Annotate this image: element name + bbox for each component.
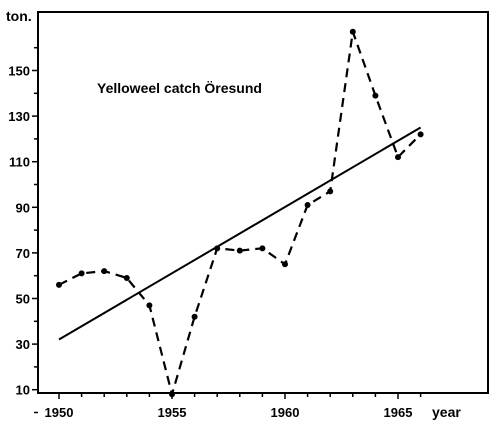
x-axis: 1950 1955 1960 1965	[45, 393, 422, 420]
y-tick-label: 50	[16, 292, 30, 307]
data-point	[282, 261, 288, 268]
y-tick-label: 110	[9, 155, 30, 170]
data-point	[78, 270, 85, 277]
y-tick-label: 130	[8, 109, 30, 124]
y-tick-label: 10	[16, 383, 30, 398]
x-tick-label: 1965	[384, 405, 413, 420]
data-point	[101, 268, 108, 275]
data-point	[146, 302, 153, 309]
data-point	[123, 274, 130, 281]
x-axis-label: year	[432, 404, 461, 420]
y-tick-label: 70	[16, 246, 30, 261]
data-point	[191, 313, 198, 320]
data-point	[56, 281, 62, 288]
data-point	[417, 131, 424, 138]
y-axis-label: ton.	[6, 8, 32, 24]
plot-frame	[37, 11, 489, 394]
y-axis: 10 30 50 70 90 110 130 150	[8, 46, 38, 414]
y-tick-label: 150	[8, 64, 30, 79]
data-point	[327, 188, 334, 195]
trend-line	[58, 126, 422, 341]
chart-title: Yelloweel catch Öresund	[97, 80, 262, 96]
catch-series-line	[58, 30, 422, 396]
series-layer	[56, 28, 424, 398]
x-tick-label: 1960	[271, 405, 300, 420]
y-tick-label: 30	[16, 337, 30, 352]
data-point	[304, 202, 311, 209]
x-tick-label: 1950	[45, 405, 74, 420]
y-tick-label: 90	[16, 200, 30, 215]
data-point	[349, 28, 356, 35]
data-point	[236, 247, 243, 254]
data-point	[169, 391, 175, 398]
data-point	[372, 92, 379, 99]
data-point	[395, 154, 401, 161]
data-point	[259, 245, 266, 252]
x-tick-label: 1955	[158, 405, 187, 420]
